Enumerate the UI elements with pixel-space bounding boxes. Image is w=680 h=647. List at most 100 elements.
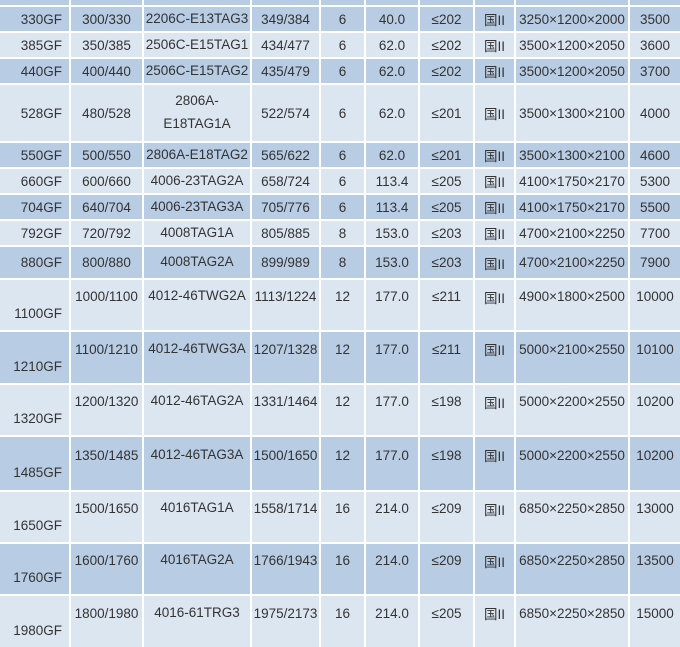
cell-weight: 10000 — [630, 280, 680, 330]
cell-noise: ≤198 — [420, 385, 473, 435]
cell-emission: 国II — [475, 544, 514, 594]
cell-cylinders: 16 — [321, 492, 364, 542]
table-row: 704GF 640/704 4006-23TAG3A 705/776 6 113.4 ≤20… — [0, 195, 680, 219]
cell-emission: 国II — [475, 280, 514, 330]
cell-model: 550GF — [0, 143, 69, 167]
cell-cylinders: 6 — [321, 59, 364, 83]
cell-displacement: 62.0 — [366, 59, 418, 83]
cell-emission: 国II — [475, 195, 514, 219]
cell-engine-model: 2806A-E18TAG2 — [144, 143, 250, 167]
cell-power-kw: 400/440 — [71, 59, 142, 83]
table-row: 385GF 350/385 2506C-E15TAG1 434/477 6 62.0 ≤20… — [0, 33, 680, 57]
cell-dimensions: 3500×1300×2100 — [516, 143, 628, 167]
cell-weight: 3500 — [630, 7, 680, 31]
cell-emission: 国II — [475, 221, 514, 245]
cell-emission: 国II — [475, 59, 514, 83]
partial-cell — [321, 0, 364, 5]
cell-power-kva: 1207/1328 — [252, 332, 319, 383]
cell-emission: 国II — [475, 596, 514, 647]
cell-power-kw: 1500/1650 — [71, 492, 142, 542]
cell-dimensions: 5000×2200×2550 — [516, 437, 628, 490]
cell-engine-model: 4012-46TAG2A — [144, 385, 250, 435]
partial-cell — [366, 0, 418, 5]
cell-dimensions: 4900×1800×2500 — [516, 280, 628, 330]
cell-dimensions: 6850×2250×2850 — [516, 544, 628, 594]
cell-power-kva: 805/885 — [252, 221, 319, 245]
cell-cylinders: 8 — [321, 247, 364, 278]
cell-model: 880GF — [0, 247, 69, 278]
cell-power-kva: 1558/1714 — [252, 492, 319, 542]
cell-power-kva: 1500/1650 — [252, 437, 319, 490]
cell-power-kva: 522/574 — [252, 85, 319, 141]
cell-power-kva: 435/479 — [252, 59, 319, 83]
cell-power-kva: 1113/1224 — [252, 280, 319, 330]
table-row: 330GF 300/330 2206C-E13TAG3 349/384 6 40.0 ≤20… — [0, 7, 680, 31]
cell-engine-model: 4012-46TWG2A — [144, 280, 250, 330]
cell-dimensions: 4100×1750×2170 — [516, 169, 628, 193]
cell-model: 1210GF — [0, 332, 69, 383]
cell-power-kw: 720/792 — [71, 221, 142, 245]
cell-model: 385GF — [0, 33, 69, 57]
cell-weight: 10100 — [630, 332, 680, 383]
cell-dimensions: 3250×1200×2000 — [516, 7, 628, 31]
cell-power-kw: 300/330 — [71, 7, 142, 31]
cell-displacement: 177.0 — [366, 385, 418, 435]
cell-cylinders: 6 — [321, 7, 364, 31]
cell-engine-model: 4016TAG1A — [144, 492, 250, 542]
cell-weight: 4000 — [630, 85, 680, 141]
cell-displacement: 62.0 — [366, 85, 418, 141]
cell-model: 660GF — [0, 169, 69, 193]
cell-displacement: 214.0 — [366, 596, 418, 647]
cell-noise: ≤203 — [420, 221, 473, 245]
cell-emission: 国II — [475, 33, 514, 57]
cell-power-kw: 1000/1100 — [71, 280, 142, 330]
cell-dimensions: 4100×1750×2170 — [516, 195, 628, 219]
cell-power-kva: 705/776 — [252, 195, 319, 219]
table-row: 880GF 800/880 4008TAG2A 899/989 8 153.0 ≤203 国I… — [0, 247, 680, 278]
table-row: 1650GF 1500/1650 4016TAG1A 1558/1714 16 214.0… — [0, 492, 680, 542]
cell-displacement: 113.4 — [366, 169, 418, 193]
cell-noise: ≤203 — [420, 247, 473, 278]
cell-emission: 国II — [475, 7, 514, 31]
cell-weight: 7900 — [630, 247, 680, 278]
cell-model: 1100GF — [0, 280, 69, 330]
partial-row-top — [0, 0, 680, 5]
cell-cylinders: 16 — [321, 596, 364, 647]
cell-cylinders: 12 — [321, 280, 364, 330]
partial-cell — [630, 0, 680, 5]
cell-engine-model: 2506C-E15TAG2 — [144, 59, 250, 83]
table-row: 1980GF 1800/1980 4016-61TRG3 1975/2173 16 214… — [0, 596, 680, 647]
cell-displacement: 153.0 — [366, 221, 418, 245]
cell-engine-model: 4006-23TAG3A — [144, 195, 250, 219]
cell-dimensions: 3500×1300×2100 — [516, 85, 628, 141]
cell-model: 440GF — [0, 59, 69, 83]
cell-model: 1760GF — [0, 544, 69, 594]
cell-power-kw: 1600/1760 — [71, 544, 142, 594]
cell-engine-model: 4016-61TRG3 — [144, 596, 250, 647]
cell-noise: ≤205 — [420, 195, 473, 219]
cell-weight: 10200 — [630, 385, 680, 435]
cell-power-kva: 658/724 — [252, 169, 319, 193]
cell-power-kw: 480/528 — [71, 85, 142, 141]
cell-weight: 13000 — [630, 492, 680, 542]
cell-power-kva: 899/989 — [252, 247, 319, 278]
cell-cylinders: 6 — [321, 195, 364, 219]
cell-displacement: 177.0 — [366, 332, 418, 383]
cell-power-kw: 640/704 — [71, 195, 142, 219]
cell-cylinders: 6 — [321, 169, 364, 193]
cell-power-kw: 1100/1210 — [71, 332, 142, 383]
cell-noise: ≤202 — [420, 33, 473, 57]
cell-power-kw: 600/660 — [71, 169, 142, 193]
partial-cell — [420, 0, 473, 5]
cell-emission: 国II — [475, 169, 514, 193]
cell-power-kva: 1331/1464 — [252, 385, 319, 435]
cell-cylinders: 8 — [321, 221, 364, 245]
cell-power-kw: 1200/1320 — [71, 385, 142, 435]
cell-power-kw: 1800/1980 — [71, 596, 142, 647]
cell-noise: ≤202 — [420, 7, 473, 31]
cell-cylinders: 6 — [321, 143, 364, 167]
cell-emission: 国II — [475, 332, 514, 383]
cell-noise: ≤209 — [420, 492, 473, 542]
cell-weight: 5300 — [630, 169, 680, 193]
